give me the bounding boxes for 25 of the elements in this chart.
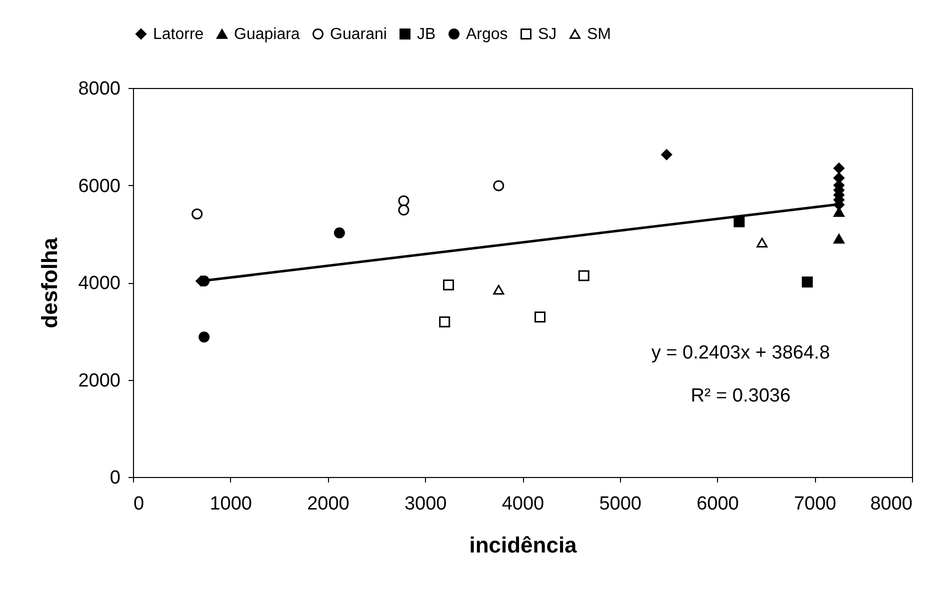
x-tick-label: 2000 bbox=[307, 494, 350, 514]
y-tick-label: 0 bbox=[110, 468, 120, 488]
annotation: R² = 0.3036 bbox=[690, 385, 791, 406]
x-tick-label: 7000 bbox=[794, 494, 836, 514]
x-tick-label: 6000 bbox=[696, 494, 739, 514]
x-tick-label: 5000 bbox=[599, 494, 642, 514]
legend-label: Argos bbox=[466, 26, 508, 43]
x-tick-label: 8000 bbox=[870, 494, 912, 514]
legend-label: JB bbox=[417, 26, 436, 43]
legend-label: Guarani bbox=[330, 26, 387, 43]
legend-label: SJ bbox=[538, 26, 557, 43]
legend-label: Latorre bbox=[153, 26, 204, 43]
legend-label: Guapiara bbox=[234, 26, 300, 43]
x-axis-title: incidência bbox=[469, 532, 578, 558]
x-tick-label: 1000 bbox=[210, 494, 252, 514]
y-tick-label: 4000 bbox=[78, 273, 120, 294]
legend-label: SM bbox=[587, 26, 611, 43]
annotation: y = 0.2403x + 3864.8 bbox=[651, 342, 830, 364]
x-tick-label: 0 bbox=[134, 494, 144, 514]
y-tick-label: 2000 bbox=[78, 370, 120, 392]
y-axis-title: desfolha bbox=[37, 237, 62, 328]
x-tick-label: 3000 bbox=[404, 494, 447, 514]
x-tick-label: 4000 bbox=[502, 494, 544, 514]
y-tick-label: 8000 bbox=[78, 78, 120, 100]
y-tick-label: 6000 bbox=[78, 176, 120, 197]
